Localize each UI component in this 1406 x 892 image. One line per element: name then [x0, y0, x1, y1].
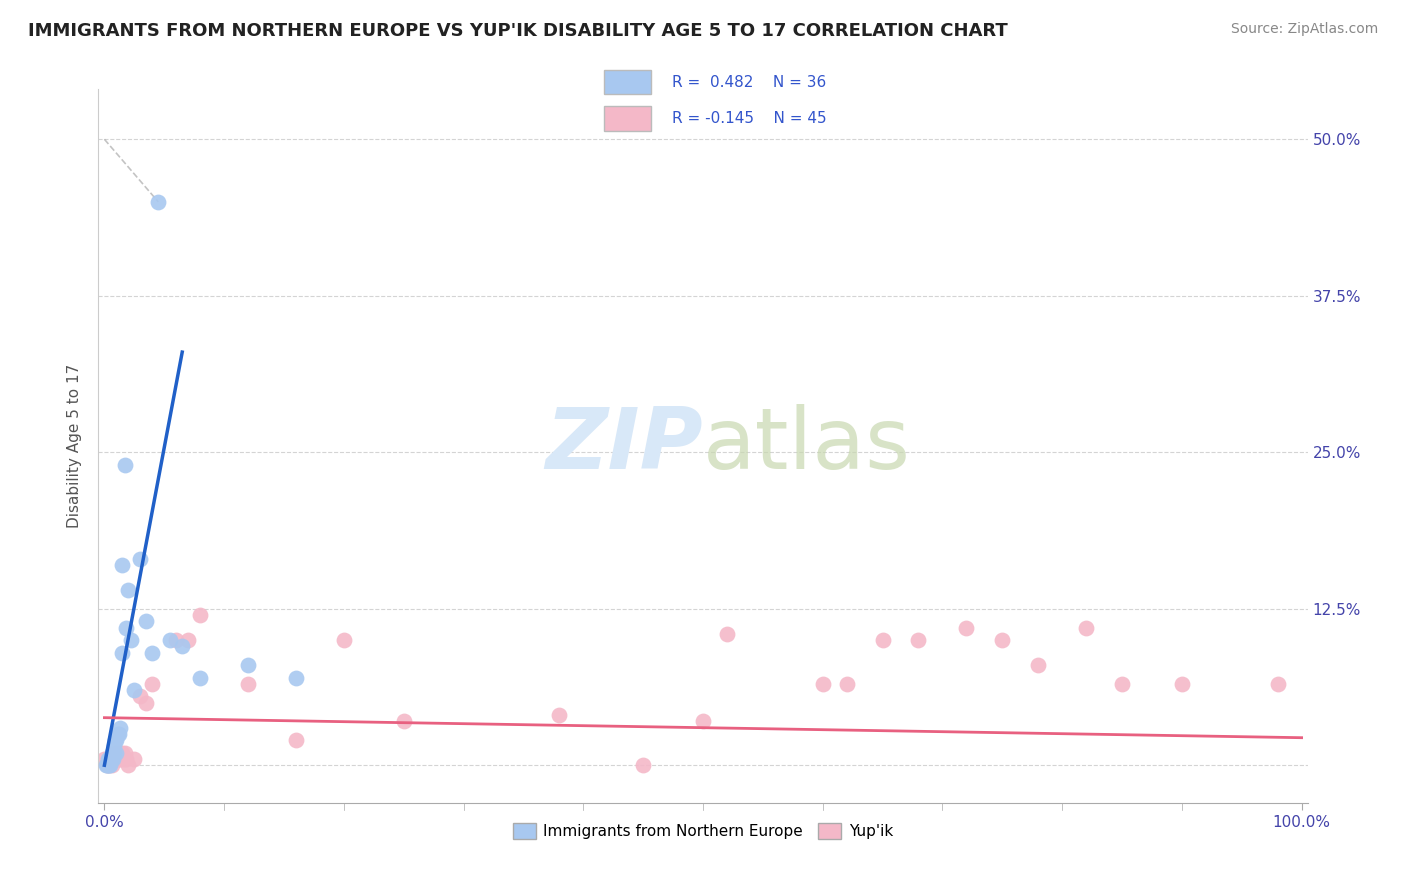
Point: [96, 758, 118, 772]
Point: [105, 746, 128, 760]
Legend: Immigrants from Northern Europe, Yup'ik: Immigrants from Northern Europe, Yup'ik: [506, 817, 900, 845]
Point: [98, 752, 121, 766]
Point: [100, 758, 122, 772]
Point: [284, 733, 307, 747]
Point: [93, 752, 115, 766]
Point: [165, 633, 187, 648]
FancyBboxPatch shape: [605, 70, 651, 95]
Point: [392, 714, 415, 729]
Point: [111, 746, 134, 760]
Point: [548, 708, 571, 723]
Point: [115, 621, 138, 635]
Point: [835, 677, 858, 691]
Point: [100, 752, 122, 766]
Y-axis label: Disability Age 5 to 17: Disability Age 5 to 17: [67, 364, 83, 528]
Point: [114, 746, 136, 760]
Point: [811, 677, 834, 691]
Point: [107, 727, 129, 741]
Point: [955, 621, 977, 635]
Point: [692, 714, 714, 729]
Point: [94, 758, 117, 772]
Point: [129, 551, 152, 566]
Point: [107, 727, 129, 741]
Point: [129, 690, 152, 704]
Point: [117, 582, 139, 597]
Point: [124, 683, 146, 698]
Point: [907, 633, 929, 648]
Point: [103, 746, 125, 760]
Point: [716, 627, 738, 641]
Point: [115, 752, 138, 766]
Text: IMMIGRANTS FROM NORTHERN EUROPE VS YUP'IK DISABILITY AGE 5 TO 17 CORRELATION CHA: IMMIGRANTS FROM NORTHERN EUROPE VS YUP'I…: [28, 22, 1008, 40]
Point: [100, 752, 122, 766]
Point: [872, 633, 894, 648]
Point: [103, 752, 125, 766]
Point: [100, 746, 122, 760]
Point: [141, 677, 163, 691]
Text: R = -0.145    N = 45: R = -0.145 N = 45: [672, 111, 827, 126]
FancyBboxPatch shape: [605, 106, 651, 130]
Point: [97, 752, 120, 766]
Point: [631, 758, 654, 772]
Text: atlas: atlas: [703, 404, 911, 488]
Point: [1267, 677, 1289, 691]
Point: [103, 739, 125, 754]
Text: R =  0.482    N = 36: R = 0.482 N = 36: [672, 75, 825, 90]
Point: [177, 633, 200, 648]
Point: [107, 746, 129, 760]
Text: ZIP: ZIP: [546, 404, 703, 488]
Point: [111, 558, 134, 572]
Point: [172, 640, 194, 654]
Point: [105, 752, 128, 766]
Point: [188, 671, 211, 685]
Point: [148, 194, 170, 209]
Point: [101, 752, 124, 766]
Point: [108, 746, 131, 760]
Point: [107, 752, 129, 766]
Point: [1074, 621, 1097, 635]
Point: [97, 758, 120, 772]
Point: [105, 733, 128, 747]
Point: [1111, 677, 1133, 691]
Point: [101, 746, 124, 760]
Point: [108, 721, 131, 735]
Point: [111, 646, 134, 660]
Point: [114, 458, 136, 472]
Point: [104, 733, 127, 747]
Point: [112, 752, 135, 766]
Point: [159, 633, 181, 648]
Point: [236, 658, 259, 673]
Point: [117, 758, 139, 772]
Point: [284, 671, 307, 685]
Point: [991, 633, 1014, 648]
Point: [1171, 677, 1194, 691]
Point: [120, 633, 142, 648]
Point: [101, 752, 124, 766]
Point: [96, 758, 118, 772]
Point: [124, 752, 146, 766]
Point: [1026, 658, 1049, 673]
Point: [236, 677, 259, 691]
Point: [97, 752, 120, 766]
Point: [100, 752, 122, 766]
Point: [135, 614, 157, 628]
Point: [188, 607, 211, 622]
Point: [141, 646, 163, 660]
Point: [100, 758, 122, 772]
Point: [98, 758, 121, 772]
Point: [98, 758, 121, 772]
Text: Source: ZipAtlas.com: Source: ZipAtlas.com: [1230, 22, 1378, 37]
Point: [135, 696, 157, 710]
Point: [104, 746, 127, 760]
Point: [333, 633, 356, 648]
Point: [110, 752, 132, 766]
